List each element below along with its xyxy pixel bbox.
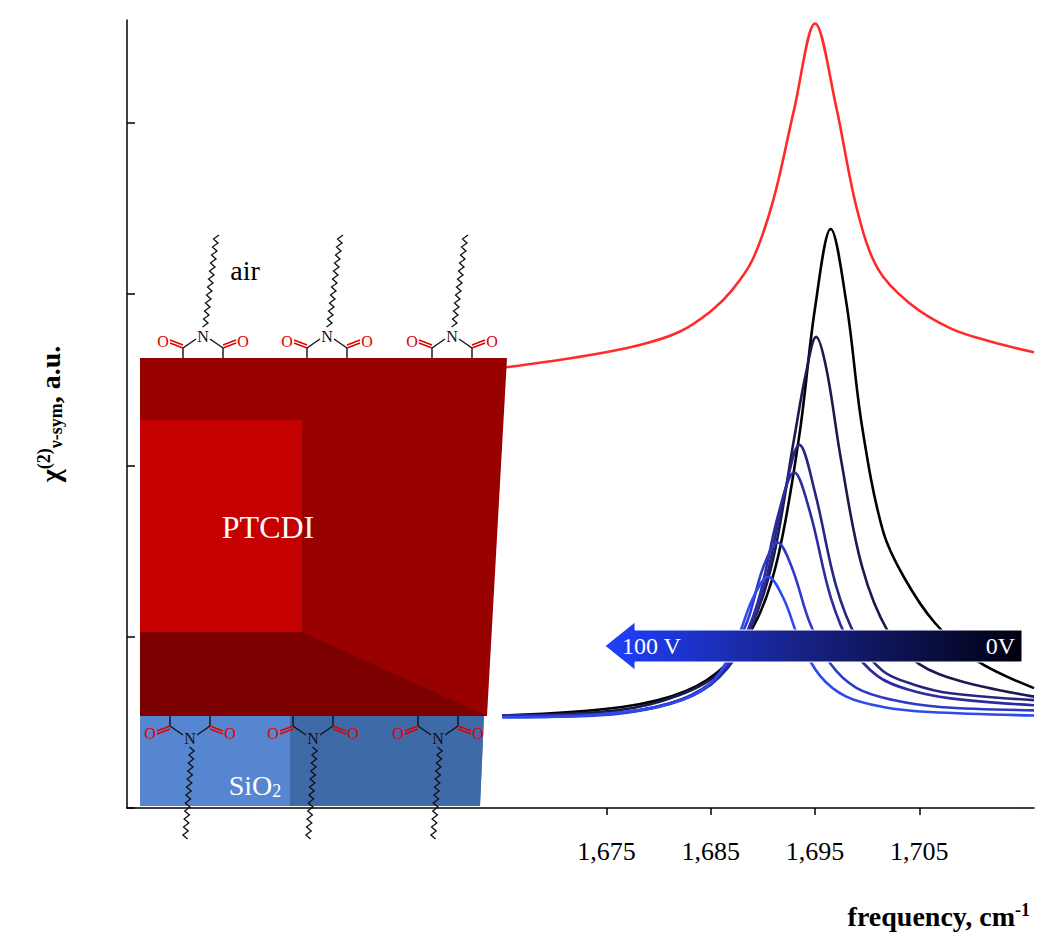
svg-text:O: O — [361, 333, 373, 350]
svg-text:air: air — [230, 255, 260, 286]
svg-text:N: N — [184, 730, 196, 747]
svg-text:(2): (2) — [34, 448, 55, 469]
svg-text:O: O — [406, 333, 418, 350]
svg-text:SiO: SiO — [229, 770, 273, 801]
svg-text:O: O — [237, 333, 249, 350]
svg-text:O: O — [157, 333, 169, 350]
svg-text:N: N — [321, 328, 333, 345]
svg-text:ν-sym: ν-sym — [46, 403, 66, 449]
svg-text:O: O — [281, 333, 293, 350]
svg-text:N: N — [432, 730, 444, 747]
svg-text:O: O — [392, 725, 404, 742]
svg-text:O: O — [224, 725, 236, 742]
svg-text:O: O — [486, 333, 498, 350]
svg-text:, a.u.: , a.u. — [35, 346, 66, 404]
svg-text:1,705: 1,705 — [890, 837, 949, 866]
svg-text:1,685: 1,685 — [682, 837, 741, 866]
svg-text:1,675: 1,675 — [577, 837, 636, 866]
svg-text:100 V: 100 V — [622, 633, 682, 659]
svg-text:N: N — [446, 328, 458, 345]
svg-text:-1: -1 — [1015, 900, 1030, 920]
svg-text:1,695: 1,695 — [786, 837, 845, 866]
svg-text:O: O — [472, 725, 484, 742]
svg-text:0V: 0V — [986, 633, 1016, 659]
svg-text:χ: χ — [35, 468, 66, 483]
svg-text:PTCDI: PTCDI — [222, 509, 314, 545]
svg-text:N: N — [307, 730, 319, 747]
svg-text:O: O — [144, 725, 156, 742]
svg-text:N: N — [197, 328, 209, 345]
svg-text:frequency, cm: frequency, cm — [848, 901, 1015, 932]
svg-text:O: O — [267, 725, 279, 742]
svg-text:O: O — [347, 725, 359, 742]
svg-text:2: 2 — [272, 781, 281, 801]
